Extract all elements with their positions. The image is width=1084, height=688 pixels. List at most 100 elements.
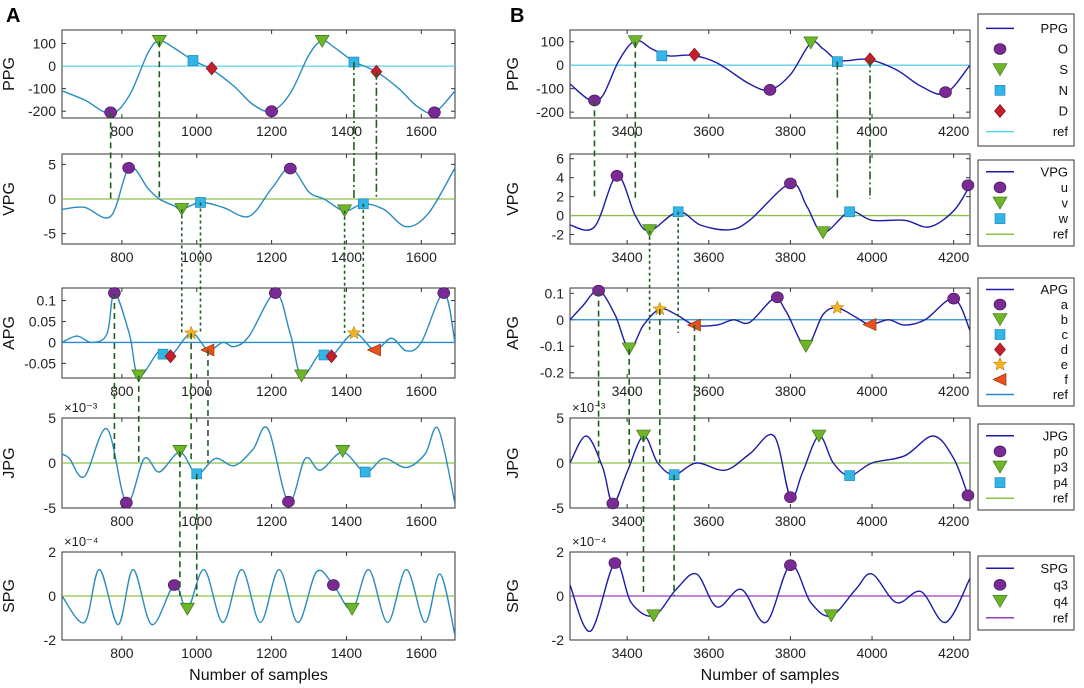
plot-area — [62, 39, 455, 115]
legend-label: ref — [1053, 227, 1069, 242]
y-tick-label: 0 — [48, 334, 56, 350]
signal-line — [570, 39, 970, 103]
axes-frame — [61, 287, 456, 379]
marker-circle — [939, 86, 952, 98]
legend-label: f — [1064, 372, 1068, 387]
legend-label: JPG — [1043, 428, 1068, 443]
legend-marker-diamond — [994, 104, 1006, 118]
marker-tri_down — [344, 602, 360, 616]
x-tick-label: 1200 — [256, 123, 287, 139]
marker-circle — [606, 497, 620, 510]
y-tick-label: 2 — [556, 544, 564, 560]
y-tick-label: -5 — [552, 500, 565, 516]
subplot-jpg: 3400 3600 3800 4000 4200 -5 0 5 JPG ×10⁻³ — [505, 400, 975, 529]
y-tick-label: 0 — [556, 588, 564, 604]
panel-label: B — [510, 5, 524, 27]
y-tick-label: 0.1 — [37, 293, 57, 309]
x-tick-label: 1000 — [181, 123, 212, 139]
legend-label: SPG — [1041, 561, 1068, 576]
legend-label: c — [1062, 327, 1069, 342]
y-tick-label: 0.1 — [545, 285, 565, 301]
marker-circle — [265, 105, 278, 118]
y-tick-label: -0.2 — [540, 365, 564, 381]
subplot-vpg: 3400 3600 3800 4000 4200 -2 0 2 4 6 VPG — [505, 151, 975, 265]
x-tick-label: 800 — [110, 383, 134, 399]
legend-label: b — [1061, 312, 1068, 327]
subplot-spg: 800 1000 1200 1400 1600 -2 0 2 SPG ×10⁻⁴ — [1, 534, 456, 661]
x-tick-label: 1400 — [331, 645, 362, 661]
y-exponent: ×10⁻³ — [64, 400, 98, 415]
x-tick-label: 1000 — [181, 645, 212, 661]
legend-label: q4 — [1054, 594, 1068, 609]
y-tick-label: 0 — [48, 191, 56, 207]
x-tick-label: 3800 — [775, 249, 806, 265]
axes-frame — [569, 153, 971, 245]
x-tick-label: 1600 — [406, 645, 437, 661]
legend-marker-tri_down — [992, 63, 1008, 77]
x-axis-label: Number of samples — [189, 667, 328, 684]
signal-line — [62, 39, 455, 115]
marker-circle — [437, 287, 451, 299]
marker-circle — [120, 496, 133, 509]
x-tick-label: 3400 — [612, 123, 643, 139]
x-tick-label: 1200 — [256, 249, 287, 265]
x-tick-label: 3800 — [775, 123, 806, 139]
x-tick-label: 1200 — [256, 645, 287, 661]
x-tick-label: 1600 — [406, 383, 437, 399]
y-tick-label: 0 — [556, 312, 564, 328]
y-tick-label: 5 — [556, 410, 564, 426]
legend-marker-tri_down — [992, 313, 1008, 327]
y-tick-label: 0.05 — [29, 313, 56, 329]
legend-label: ref — [1053, 491, 1069, 506]
y-axis-label: APG — [505, 316, 522, 350]
x-tick-label: 1400 — [331, 513, 362, 529]
x-tick-label: 3600 — [693, 513, 724, 529]
legend-label: p3 — [1054, 460, 1068, 475]
y-axis-label: APG — [1, 316, 18, 350]
x-tick-label: 4200 — [938, 513, 969, 529]
y-exponent: ×10⁻⁴ — [64, 534, 99, 549]
y-tick-label: 2 — [48, 544, 56, 560]
legend-label: D — [1059, 104, 1068, 119]
marker-tri_down — [335, 444, 351, 458]
legend-marker-circle — [993, 43, 1007, 55]
y-axis-label: VPG — [505, 182, 522, 216]
signal-line — [570, 562, 970, 632]
marker-tri_down — [294, 369, 310, 383]
marker-circle — [428, 106, 441, 119]
legend-label: S — [1059, 62, 1068, 77]
y-tick-label: 100 — [541, 34, 565, 50]
subplot-ppg: 3400 3600 3800 4000 4200 -200 -100 0 100 PPG — [505, 29, 971, 139]
legend-label: N — [1059, 83, 1068, 98]
x-tick-label: 1400 — [331, 123, 362, 139]
x-tick-label: 800 — [110, 123, 134, 139]
legend-label: p0 — [1054, 444, 1068, 459]
x-tick-label: 3800 — [775, 645, 806, 661]
plot-area — [570, 175, 970, 234]
y-tick-label: -2 — [44, 632, 57, 648]
y-tick-label: -100 — [28, 81, 56, 97]
marker-square — [187, 55, 199, 66]
x-tick-label: 1000 — [181, 383, 212, 399]
y-tick-label: -5 — [44, 226, 57, 242]
marker-tri_down — [179, 602, 195, 616]
y-tick-label: -200 — [536, 104, 564, 120]
legend-marker-square — [994, 329, 1006, 340]
marker-circle — [947, 292, 960, 305]
marker-circle — [608, 557, 622, 569]
marker-circle — [610, 169, 624, 182]
x-tick-label: 1600 — [406, 249, 437, 265]
x-tick-label: 800 — [110, 513, 134, 529]
marker-circle — [122, 162, 135, 174]
marker-diamond — [205, 61, 218, 76]
axes-frame — [61, 29, 456, 119]
legend-marker-square — [994, 213, 1006, 224]
marker-tri_left — [366, 343, 381, 357]
y-tick-label: 0 — [556, 208, 564, 224]
x-tick-label: 3400 — [612, 249, 643, 265]
y-tick-label: 0 — [556, 57, 564, 73]
plot-area — [570, 562, 970, 632]
x-tick-label: 4200 — [938, 383, 969, 399]
x-tick-label: 4000 — [856, 123, 887, 139]
